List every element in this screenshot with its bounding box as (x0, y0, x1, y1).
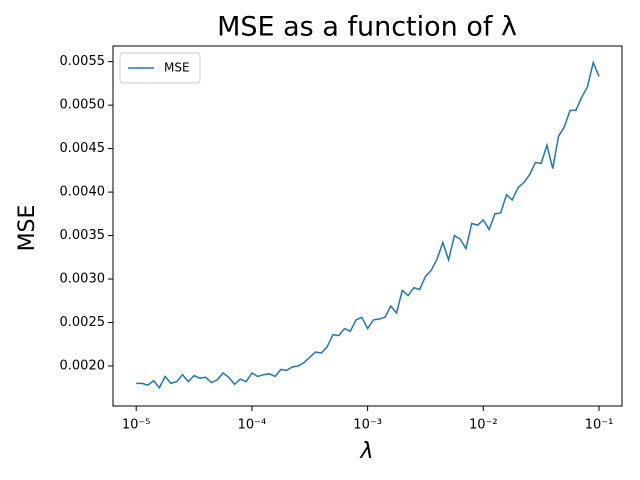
x-tick-label: 10⁻³ (353, 418, 382, 433)
y-tick-label: 0.0020 (60, 359, 106, 374)
legend-label: MSE (164, 61, 190, 75)
x-tick-label: 10⁻⁵ (122, 418, 151, 433)
y-tick-label: 0.0035 (60, 228, 106, 243)
x-tick-label: 10⁻² (469, 418, 498, 433)
axes-frame (112, 45, 623, 407)
y-axis-label: MSE (15, 205, 40, 252)
x-tick-label: 10⁻¹ (585, 418, 614, 433)
y-tick-label: 0.0025 (60, 315, 106, 330)
y-tick-label: 0.0050 (60, 98, 106, 113)
chart-title: MSE as a function of λ (217, 12, 517, 43)
series-line (136, 60, 600, 390)
y-tick-label: 0.0045 (60, 141, 106, 156)
legend-box (119, 52, 201, 84)
x-tick-label: 10⁻⁴ (238, 418, 267, 433)
y-tick-label: 0.0030 (60, 272, 106, 287)
x-axis-label: λ (359, 439, 373, 464)
y-tick-label: 0.0055 (60, 54, 106, 69)
y-tick-label: 0.0040 (60, 185, 106, 200)
